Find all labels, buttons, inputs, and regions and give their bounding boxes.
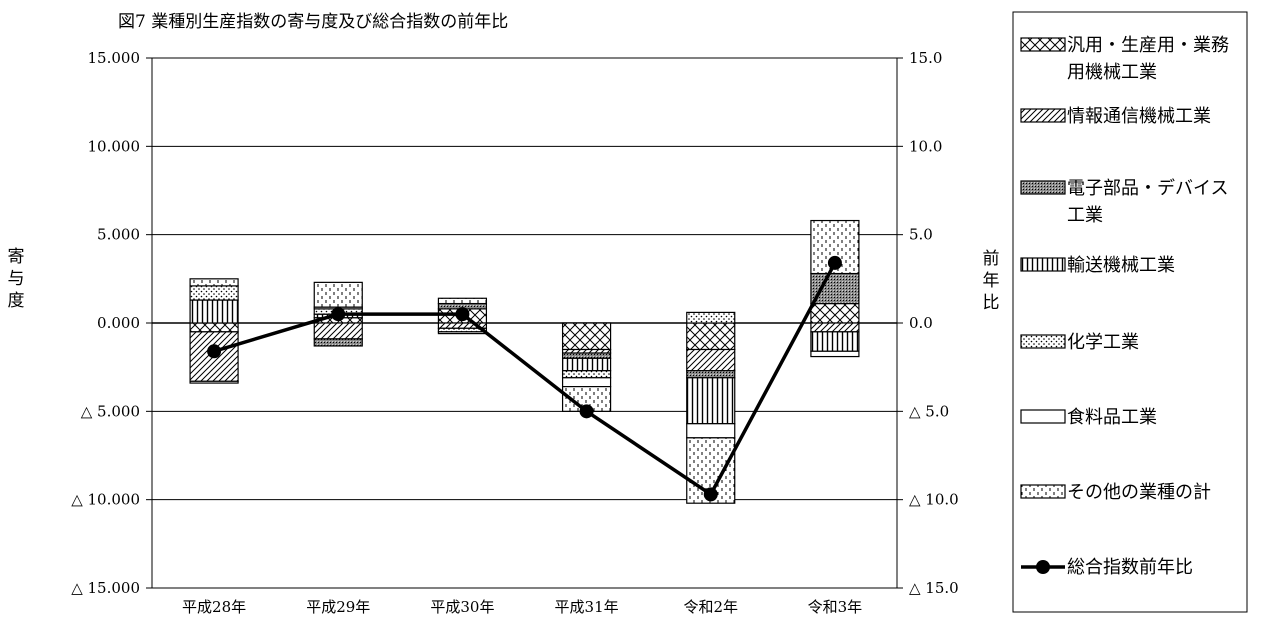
grid bbox=[152, 145, 897, 501]
y-tick-label-left: △ 5.000 bbox=[81, 402, 140, 420]
bar-segment bbox=[686, 370, 736, 379]
y-axis-label-left: 寄与度 bbox=[8, 247, 25, 311]
bar-segment bbox=[810, 272, 860, 305]
bar-segment bbox=[313, 322, 363, 340]
legend-swatch bbox=[1020, 334, 1066, 349]
legend-box bbox=[1012, 11, 1248, 613]
y-tick-label-right: 15.0 bbox=[909, 49, 942, 67]
chart-title: 図7 業種別生産指数の寄与度及び総合指数の前年比 bbox=[118, 12, 508, 32]
plot-frame bbox=[151, 57, 898, 589]
legend-swatch bbox=[1020, 180, 1066, 195]
bar-segment bbox=[686, 311, 736, 324]
y-tick-label-left: 10.000 bbox=[88, 137, 141, 155]
bar-segment bbox=[686, 437, 736, 504]
legend-label: 汎用・生産用・業務用機械工業 bbox=[1067, 35, 1229, 83]
bar-segment bbox=[561, 357, 612, 372]
bar-segment bbox=[686, 348, 736, 372]
y-tick-label-right: △ 10.0 bbox=[909, 491, 959, 509]
bar-segment bbox=[686, 322, 736, 351]
legend-label: 総合指数前年比 bbox=[1067, 557, 1193, 578]
bar-segment bbox=[437, 297, 488, 305]
bar-segment bbox=[561, 377, 612, 388]
y-tick-label-right: △ 15.0 bbox=[909, 579, 959, 597]
x-tick-label: 平成29年 bbox=[306, 598, 370, 616]
legend-label: 輸送機械工業 bbox=[1067, 255, 1175, 276]
legend-swatch bbox=[1020, 484, 1066, 499]
x-tick-label: 令和2年 bbox=[683, 598, 738, 616]
line-point bbox=[455, 307, 470, 322]
y-tick-label-left: 0.000 bbox=[97, 314, 140, 332]
x-tick-label: 平成31年 bbox=[555, 598, 619, 616]
y-tick-label-right: 0.0 bbox=[909, 314, 933, 332]
line-point bbox=[703, 487, 718, 502]
bar-segment bbox=[189, 278, 239, 287]
y-tick-label-right: △ 5.0 bbox=[909, 402, 949, 420]
bar-segment bbox=[561, 352, 612, 359]
y-axis-label-right: 前年比 bbox=[983, 249, 1000, 313]
line-point bbox=[207, 344, 222, 359]
y-tick-label-left: 5.000 bbox=[97, 226, 140, 244]
line-path bbox=[213, 262, 837, 497]
line-point bbox=[827, 255, 842, 270]
bar-segment bbox=[686, 423, 736, 439]
bar-segment bbox=[189, 299, 239, 324]
bar-segment bbox=[313, 281, 363, 308]
bar-segment bbox=[810, 350, 860, 358]
bar-segment bbox=[313, 338, 363, 347]
y-tick-label-left: 15.000 bbox=[88, 49, 141, 67]
bar-segment bbox=[810, 322, 860, 333]
y-tick-label-left: △ 15.000 bbox=[71, 579, 140, 597]
y-tick-label-right: 5.0 bbox=[909, 226, 933, 244]
legend-label: その他の業種の計 bbox=[1067, 482, 1211, 503]
legend-label: 電子部品・デバイス工業 bbox=[1067, 178, 1228, 226]
legend-label: 食料品工業 bbox=[1067, 407, 1157, 428]
legend-swatch bbox=[1020, 37, 1066, 52]
line-point bbox=[579, 404, 594, 419]
y-tick-label-left: △ 10.000 bbox=[71, 491, 140, 509]
line-series bbox=[207, 255, 842, 502]
bar-segment bbox=[189, 380, 239, 384]
y-tick-label-right: 10.0 bbox=[909, 137, 942, 155]
bar-segment bbox=[437, 331, 488, 335]
bar-segment bbox=[561, 322, 612, 351]
x-tick-label: 令和3年 bbox=[808, 598, 863, 616]
legend-swatch bbox=[1020, 409, 1066, 424]
y-axis-title-left: 寄与度 bbox=[8, 247, 25, 311]
bar-segment bbox=[810, 302, 860, 324]
legend-swatch bbox=[1020, 108, 1066, 123]
bars bbox=[189, 219, 860, 504]
bar-segment bbox=[189, 322, 239, 333]
line-point bbox=[331, 307, 346, 322]
bar-segment bbox=[810, 331, 860, 352]
axis-ticks: 15.000 15.0 10.000 10.0 5.000 5.0 0.000 0.0 △ 5.… bbox=[71, 49, 959, 616]
legend-label: 化学工業 bbox=[1067, 332, 1139, 353]
legend: 汎用・生産用・業務用機械工業情報通信機械工業電子部品・デバイス工業輸送機械工業化… bbox=[1020, 35, 1229, 578]
x-tick-label: 平成28年 bbox=[182, 598, 246, 616]
legend-label: 情報通信機械工業 bbox=[1067, 106, 1211, 127]
y-axis-title-right: 前年比 bbox=[983, 249, 1000, 313]
bar-segment bbox=[686, 377, 736, 425]
legend-line-marker bbox=[1036, 560, 1050, 574]
bar-segment bbox=[189, 285, 239, 301]
x-tick-label: 平成30年 bbox=[430, 598, 494, 616]
bar-segment bbox=[561, 370, 612, 379]
legend-swatch bbox=[1020, 257, 1066, 272]
